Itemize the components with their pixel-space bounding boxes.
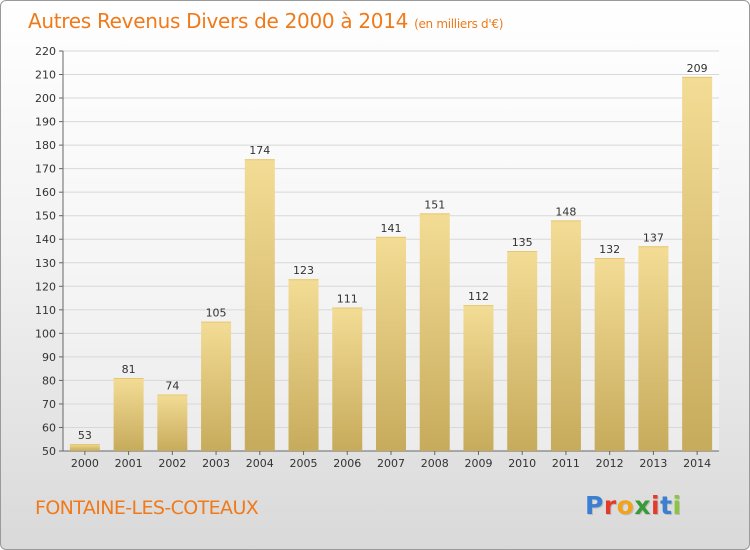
y-tick-label: 80 bbox=[42, 374, 56, 387]
x-tick-label: 2007 bbox=[377, 457, 405, 470]
bar bbox=[463, 305, 494, 451]
bar-layer bbox=[69, 76, 713, 451]
y-tick-label: 110 bbox=[35, 304, 56, 317]
bar bbox=[157, 394, 188, 451]
data-label: 112 bbox=[468, 290, 489, 303]
data-label: 135 bbox=[512, 236, 533, 249]
bar bbox=[288, 279, 319, 451]
y-tick-label: 60 bbox=[42, 421, 56, 434]
bar bbox=[638, 246, 669, 451]
y-tick-label: 180 bbox=[35, 139, 56, 152]
data-label: 74 bbox=[165, 380, 179, 393]
logo-letter: x bbox=[634, 491, 651, 520]
data-label: 53 bbox=[78, 429, 92, 442]
bar bbox=[69, 443, 100, 451]
x-tick-label: 2012 bbox=[596, 457, 624, 470]
data-label: 132 bbox=[599, 243, 620, 256]
logo-letter: i bbox=[672, 491, 682, 520]
axis-layer: 50 60 70 80 90 100 110 120 130 140 150 160 170 180 190… bbox=[35, 45, 719, 470]
x-tick-label: 2010 bbox=[508, 457, 536, 470]
logo-letter: r bbox=[603, 491, 617, 520]
logo-letter: i bbox=[651, 491, 661, 520]
x-tick-label: 2004 bbox=[246, 457, 274, 470]
proxiti-logo: Proxiti bbox=[585, 491, 682, 520]
data-label: 209 bbox=[687, 62, 708, 75]
x-tick-label: 2006 bbox=[333, 457, 361, 470]
data-label: 105 bbox=[206, 307, 227, 320]
data-label: 148 bbox=[555, 205, 576, 218]
x-tick-label: 2003 bbox=[202, 457, 230, 470]
bar bbox=[419, 213, 450, 451]
y-tick-label: 210 bbox=[35, 69, 56, 82]
x-tick-label: 2013 bbox=[639, 457, 667, 470]
y-tick-label: 130 bbox=[35, 257, 56, 270]
x-tick-label: 2011 bbox=[552, 457, 580, 470]
x-tick-label: 2000 bbox=[71, 457, 99, 470]
bar bbox=[507, 251, 538, 451]
commune-name: FONTAINE-LES-COTEAUX bbox=[35, 497, 259, 519]
y-tick-label: 120 bbox=[35, 280, 56, 293]
bar bbox=[376, 236, 406, 451]
y-tick-label: 50 bbox=[42, 445, 56, 458]
chart-title: Autres Revenus Divers de 2000 à 2014 (en … bbox=[28, 9, 503, 33]
y-tick-label: 170 bbox=[35, 163, 56, 176]
data-label: 141 bbox=[381, 222, 402, 235]
logo-letter: o bbox=[616, 491, 635, 520]
x-tick-label: 2001 bbox=[115, 457, 143, 470]
label-layer: 53 81 74 105 174 123 111 141 151 112 135 148 132 137 2… bbox=[78, 62, 708, 442]
x-tick-label: 2008 bbox=[421, 457, 449, 470]
chart-title-text: Autres Revenus Divers de 2000 à 2014 bbox=[28, 9, 409, 33]
x-tick-label: 2014 bbox=[683, 457, 711, 470]
data-label: 137 bbox=[643, 231, 664, 244]
chart-unit-note: (en milliers d'€) bbox=[414, 17, 504, 31]
bar bbox=[682, 76, 713, 451]
y-tick-label: 220 bbox=[35, 45, 56, 58]
x-tick-label: 2005 bbox=[290, 457, 318, 470]
y-tick-label: 190 bbox=[35, 116, 56, 129]
data-label: 174 bbox=[249, 144, 270, 157]
data-label: 123 bbox=[293, 264, 314, 277]
bar bbox=[201, 321, 232, 451]
y-tick-label: 90 bbox=[42, 351, 56, 364]
bar bbox=[332, 307, 363, 451]
bar bbox=[244, 159, 275, 451]
data-label: 111 bbox=[337, 292, 358, 305]
y-tick-label: 100 bbox=[35, 327, 56, 340]
y-tick-label: 200 bbox=[35, 92, 56, 105]
data-label: 81 bbox=[122, 363, 136, 376]
x-tick-label: 2009 bbox=[464, 457, 492, 470]
logo-letter: t bbox=[660, 491, 673, 520]
bar bbox=[113, 378, 144, 451]
y-tick-label: 160 bbox=[35, 186, 56, 199]
bar bbox=[550, 220, 581, 451]
logo-letter: P bbox=[585, 491, 604, 520]
x-tick-label: 2002 bbox=[158, 457, 186, 470]
bar bbox=[594, 258, 625, 451]
y-tick-label: 150 bbox=[35, 210, 56, 223]
data-label: 151 bbox=[424, 198, 445, 211]
y-tick-label: 70 bbox=[42, 398, 56, 411]
y-tick-label: 140 bbox=[35, 233, 56, 246]
